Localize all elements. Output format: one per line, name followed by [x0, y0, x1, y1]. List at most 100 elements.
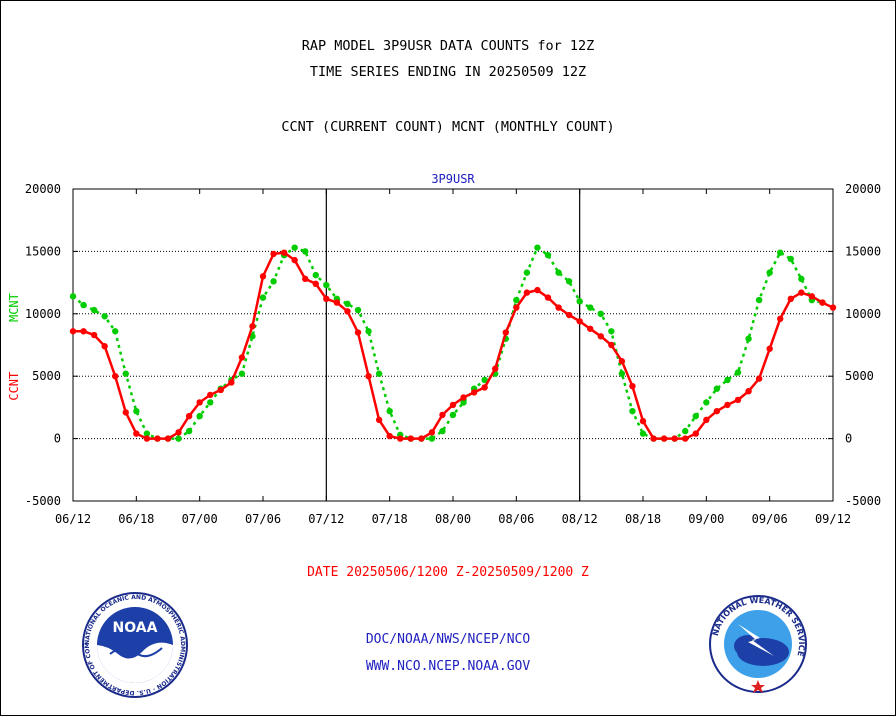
data-point-ccnt	[428, 429, 436, 436]
data-point-ccnt	[555, 304, 562, 311]
data-point-ccnt	[523, 289, 531, 296]
y-axis-label-mcnt: MCNT	[7, 293, 21, 322]
data-point-ccnt	[90, 331, 98, 339]
data-point-ccnt	[449, 401, 457, 409]
data-point-mcnt	[449, 411, 457, 419]
data-point-ccnt	[692, 430, 699, 437]
data-point-mcnt	[513, 296, 520, 304]
data-point-ccnt	[734, 396, 742, 404]
data-point-mcnt	[587, 304, 594, 311]
x-tick-label: 08/18	[625, 512, 661, 526]
data-point-ccnt	[639, 417, 647, 425]
data-point-ccnt	[629, 382, 636, 390]
data-point-ccnt	[280, 249, 288, 256]
data-point-ccnt	[745, 387, 752, 395]
data-point-mcnt	[534, 244, 541, 251]
data-point-ccnt	[439, 411, 446, 419]
data-point-ccnt	[608, 341, 615, 349]
data-point-mcnt	[724, 376, 731, 384]
data-point-ccnt	[217, 386, 224, 394]
data-point-ccnt	[154, 435, 161, 442]
data-point-ccnt	[323, 295, 330, 303]
x-tick-label: 07/18	[372, 512, 408, 526]
organization-text: DOC/NOAA/NWS/NCEP/NCO	[365, 632, 531, 647]
data-point-mcnt	[565, 278, 573, 285]
data-point-mcnt	[101, 313, 108, 320]
data-point-ccnt	[724, 401, 731, 409]
data-point-ccnt	[185, 412, 193, 420]
data-point-ccnt	[143, 435, 151, 442]
data-point-mcnt	[692, 412, 699, 420]
data-point-ccnt	[502, 329, 509, 336]
data-point-ccnt	[650, 435, 657, 442]
data-point-ccnt	[766, 345, 773, 352]
data-point-mcnt	[777, 249, 784, 256]
y-tick-label-left: 0	[54, 432, 61, 446]
data-point-ccnt	[576, 318, 583, 325]
data-point-mcnt	[745, 335, 752, 342]
data-point-mcnt	[460, 399, 467, 406]
data-point-ccnt	[660, 435, 668, 442]
data-point-mcnt	[597, 310, 604, 317]
y-tick-label-right: 10000	[845, 307, 881, 321]
chart-title-line-1: RAP MODEL 3P9USR DATA COUNTS for 12Z	[301, 38, 595, 54]
data-point-ccnt	[755, 375, 763, 382]
x-tick-label: 07/12	[308, 512, 344, 526]
data-point-ccnt	[492, 365, 499, 372]
data-point-mcnt	[112, 328, 119, 335]
chart-title-line-2: TIME SERIES ENDING IN 20250509 12Z	[309, 64, 587, 80]
x-tick-label: 06/12	[55, 512, 91, 526]
data-point-mcnt	[291, 244, 298, 251]
data-point-mcnt	[608, 328, 615, 335]
data-point-mcnt	[755, 296, 763, 304]
chart-title-line-3: CCNT (CURRENT COUNT) MCNT (MONTHLY COUNT…	[281, 119, 615, 135]
data-point-mcnt	[365, 328, 372, 335]
y-tick-label-right: 20000	[845, 182, 881, 196]
data-point-ccnt	[164, 435, 172, 442]
data-point-mcnt	[555, 269, 562, 276]
data-point-mcnt	[629, 407, 636, 415]
data-point-mcnt	[798, 275, 805, 283]
data-point-mcnt	[259, 294, 267, 301]
data-point-mcnt	[481, 376, 488, 384]
x-tick-label: 09/12	[815, 512, 851, 526]
data-point-ccnt	[365, 373, 372, 380]
data-point-mcnt	[312, 271, 319, 279]
data-point-ccnt	[470, 389, 478, 396]
data-point-ccnt	[597, 333, 604, 340]
data-point-mcnt	[323, 281, 330, 289]
x-tick-label: 07/06	[245, 512, 281, 526]
data-point-mcnt	[122, 370, 129, 377]
data-point-ccnt	[829, 304, 837, 311]
data-point-ccnt	[703, 416, 710, 424]
y-tick-label-left: 10000	[25, 307, 61, 321]
data-point-mcnt	[175, 435, 182, 442]
y-tick-label-left: -5000	[25, 494, 61, 508]
data-point-ccnt	[798, 289, 805, 296]
axes-layer	[72, 188, 834, 502]
data-point-mcnt	[302, 248, 309, 255]
data-point-ccnt	[386, 432, 393, 440]
data-point-ccnt	[175, 429, 182, 436]
data-point-ccnt	[671, 435, 678, 442]
website-link[interactable]: WWW.NCO.NCEP.NOAA.GOV	[365, 659, 531, 674]
data-point-mcnt	[375, 370, 383, 377]
y-tick-label-left: 20000	[25, 182, 61, 196]
data-point-ccnt	[333, 299, 341, 306]
data-point-ccnt	[249, 323, 256, 330]
data-point-ccnt	[354, 329, 362, 336]
data-point-mcnt	[544, 251, 552, 259]
data-point-mcnt	[133, 407, 140, 415]
data-point-ccnt	[418, 435, 425, 442]
data-point-mcnt	[386, 407, 393, 415]
nws-logo-icon: NATIONAL WEATHER SERVICE	[709, 595, 807, 693]
y-tick-label-right: 5000	[845, 369, 874, 383]
data-point-ccnt	[291, 256, 298, 264]
y-tick-label-right: 0	[845, 432, 852, 446]
data-point-ccnt	[312, 280, 319, 288]
y-tick-label-left: 5000	[32, 369, 61, 383]
data-point-ccnt	[397, 435, 404, 442]
x-tick-label: 08/12	[562, 512, 598, 526]
data-point-mcnt	[354, 306, 362, 314]
x-tick-label: 06/18	[118, 512, 154, 526]
